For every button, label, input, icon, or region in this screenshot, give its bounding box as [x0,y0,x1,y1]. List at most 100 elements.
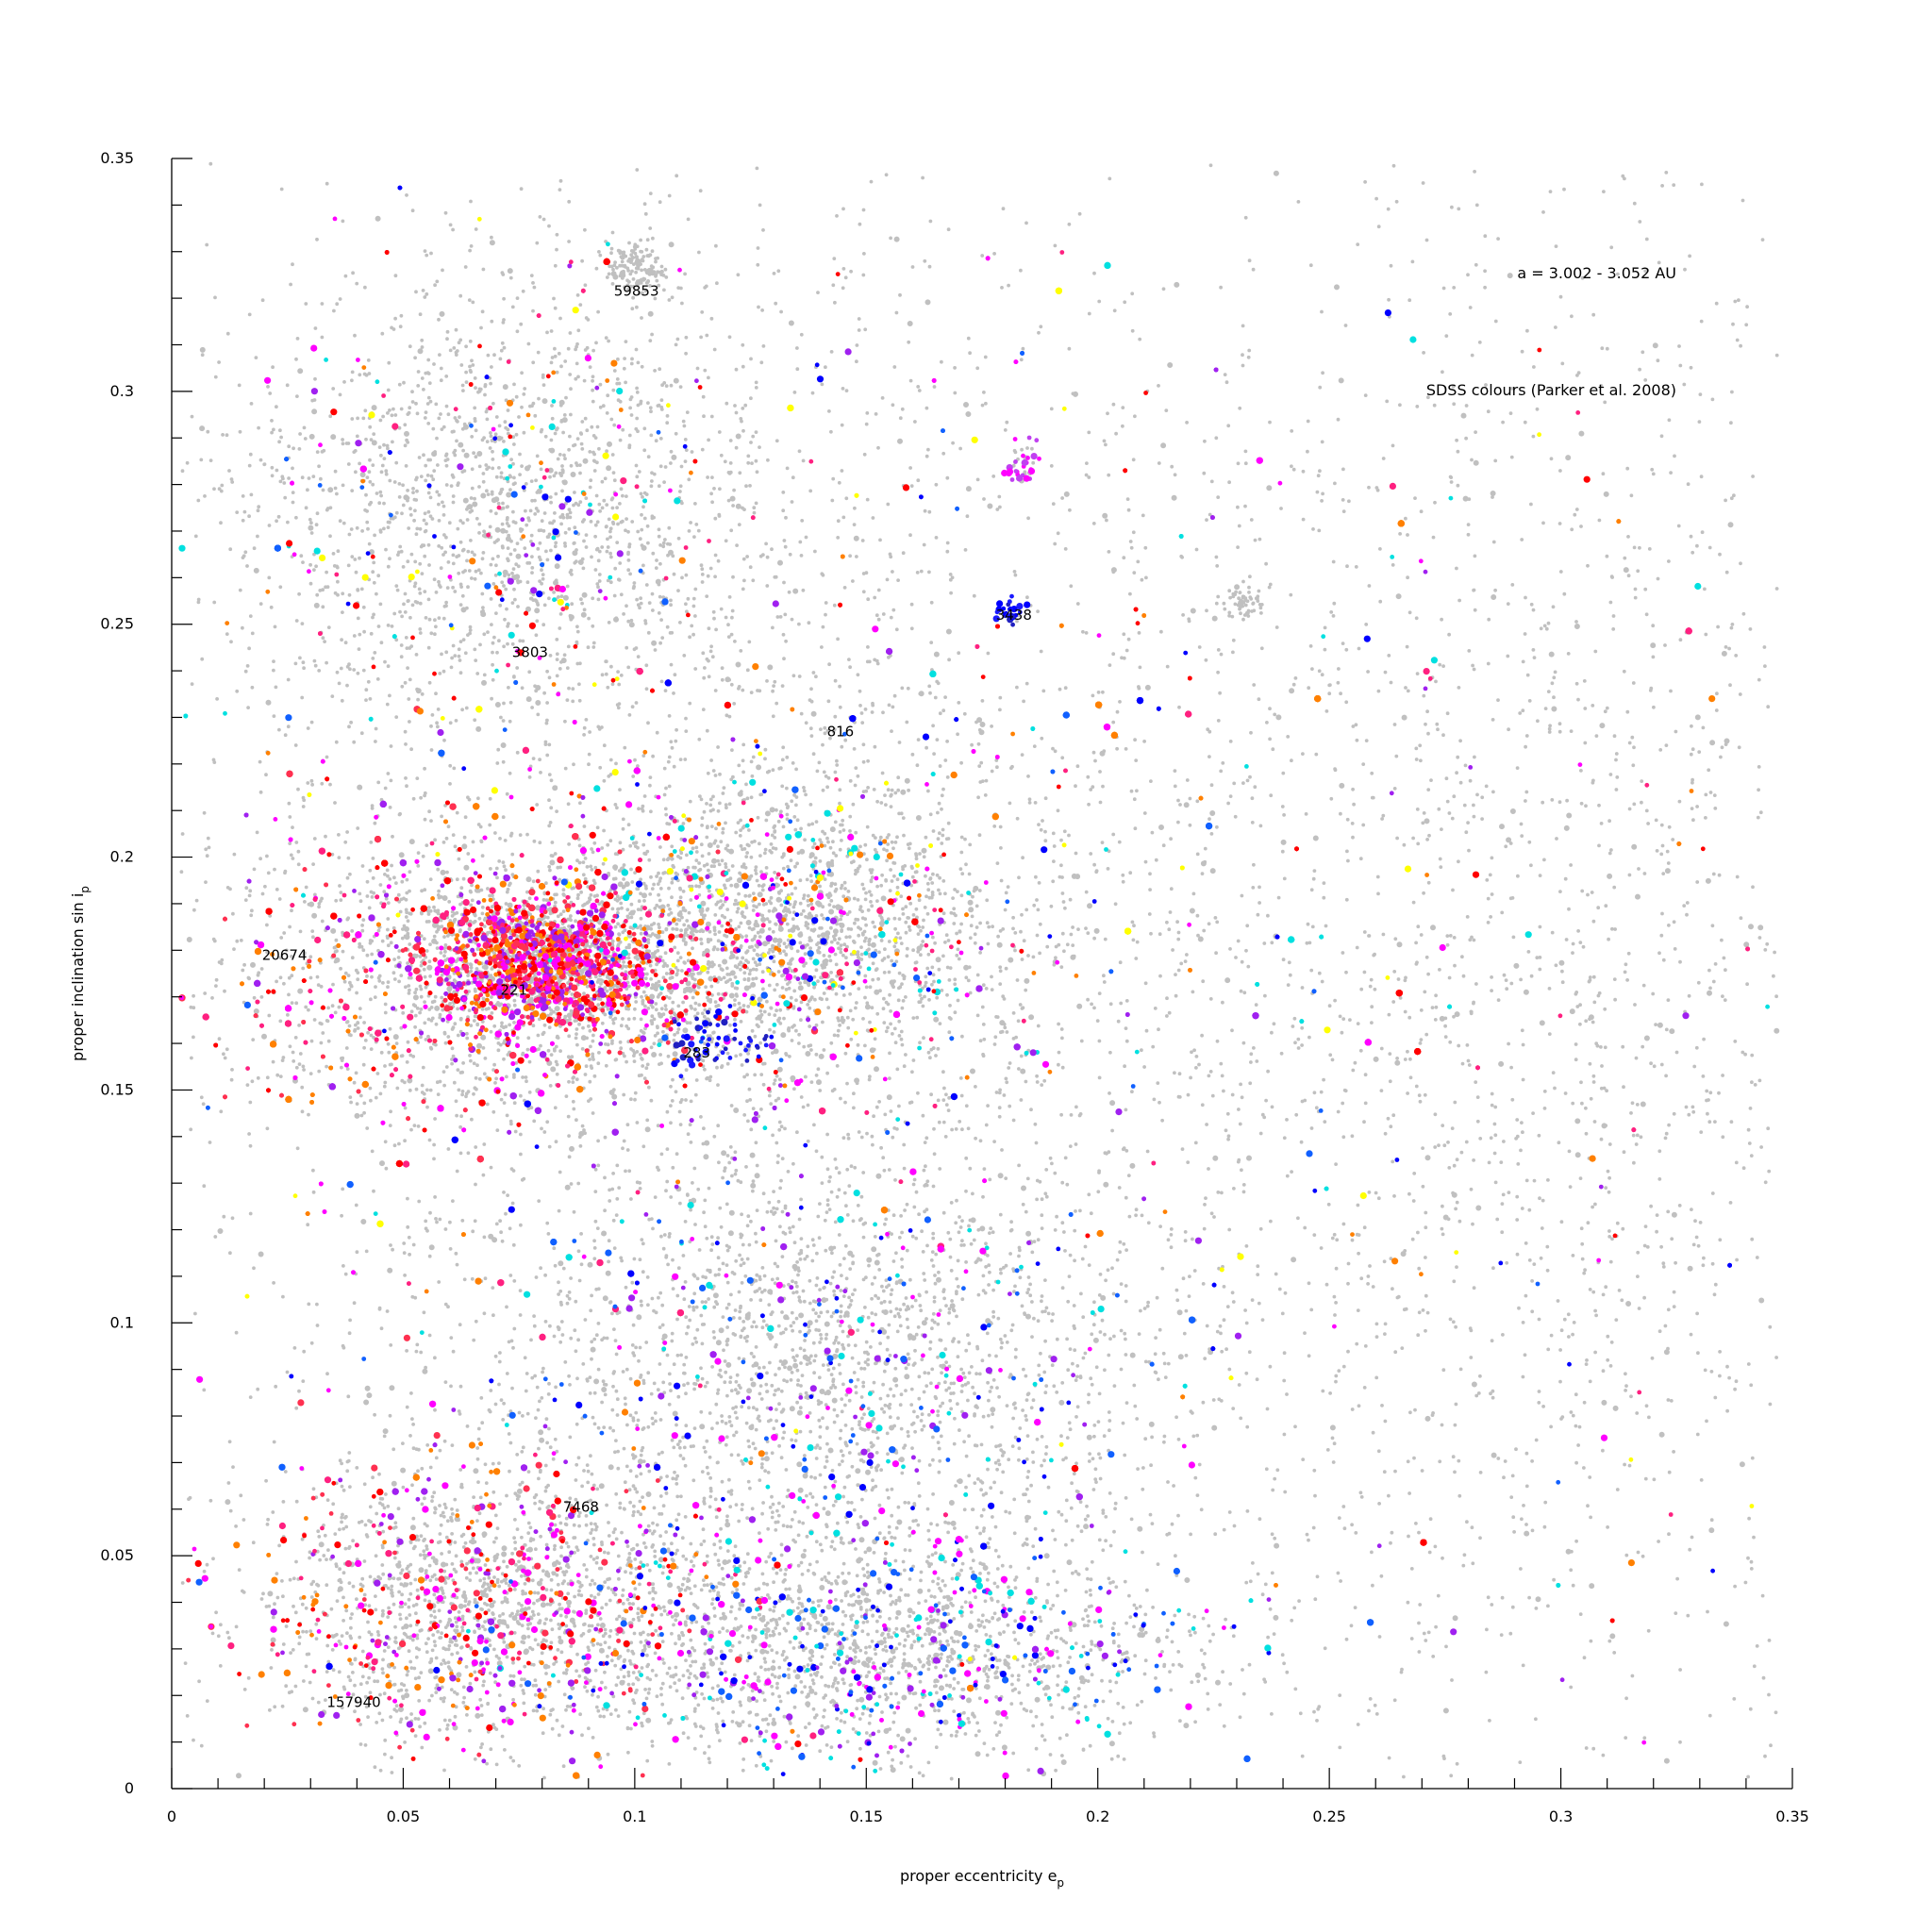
colored-point [461,1127,467,1133]
colored-point [601,873,608,881]
colored-point [668,1609,673,1615]
colored-point [606,997,611,1002]
colored-point [475,1623,481,1628]
colored-point [1274,1583,1278,1588]
colored-point [536,961,543,969]
colored-point [809,906,815,911]
colored-point [475,1277,482,1285]
colored-point [513,908,519,914]
colored-point [285,714,292,722]
colored-point [227,1642,235,1650]
colored-point [473,1590,480,1597]
colored-point [856,1055,863,1062]
colored-point [326,1683,331,1688]
colored-point [386,884,391,890]
colored-point [869,1027,874,1033]
colored-point [872,625,879,633]
colored-point [689,1118,694,1123]
colored-point [223,710,227,716]
colored-point [460,943,466,949]
colored-point [641,938,647,943]
colored-point [415,1595,421,1601]
colored-point [533,1452,538,1457]
colored-point [186,1577,192,1583]
colored-point [253,1013,258,1019]
colored-point [990,1664,995,1669]
colored-point [924,782,929,787]
colored-point [359,1032,364,1038]
colored-point [1154,1663,1159,1669]
colored-point [1255,982,1260,987]
colored-point [399,859,407,867]
colored-point [575,1609,584,1618]
colored-point [310,1495,316,1501]
colored-point [853,1030,858,1036]
colored-point [255,999,260,1005]
colored-point [454,1588,459,1592]
colored-point [1089,1524,1094,1528]
colored-point [1050,769,1056,774]
colored-point [579,908,587,916]
colored-point [966,891,971,895]
colored-point [508,908,513,912]
colored-point [653,1607,658,1611]
colored-point [601,806,607,811]
colored-point [693,874,698,880]
colored-point [577,1004,585,1011]
colored-point [637,1463,642,1469]
colored-point [677,1621,683,1626]
colored-point [390,1662,394,1667]
colored-point [1133,1612,1139,1617]
colored-point [337,918,342,923]
colored-point [466,980,471,986]
colored-point [307,964,311,969]
colored-point [732,1580,740,1588]
colored-point [476,1014,484,1022]
colored-point [309,1632,314,1638]
colored-point [641,1506,646,1510]
colored-point [702,1002,708,1008]
colored-point [767,1324,774,1332]
colored-point [822,972,829,979]
colored-point [567,953,573,958]
colored-point [627,960,633,965]
colored-point [716,822,722,826]
colored-point [956,1374,964,1382]
colored-point [639,1673,643,1677]
colored-point [328,1065,334,1071]
colored-point [391,1044,396,1050]
colored-point [588,1001,595,1008]
colored-point [601,891,606,896]
colored-point [782,967,790,974]
colored-point [786,845,794,854]
colored-point [576,793,582,799]
colored-point [617,1598,623,1604]
colored-point [513,1008,522,1016]
colored-point [599,1034,605,1039]
colored-point [474,994,478,999]
colored-point [457,1632,461,1638]
colored-point [615,1009,621,1015]
colored-point [443,1005,451,1012]
colored-point [788,933,793,939]
colored-point [686,968,691,973]
colored-point [436,976,443,984]
colored-point [501,1006,508,1013]
colored-point [444,912,449,917]
colored-point [320,1491,325,1497]
colored-point [925,987,931,992]
colored-point [930,772,936,776]
colored-point [684,1432,691,1440]
colored-point [489,987,493,991]
colored-point [375,865,380,871]
colored-point [1210,515,1215,520]
colored-point [1005,899,1010,905]
colored-point [870,1322,875,1327]
colored-point [1037,1767,1044,1774]
colored-point [699,1671,707,1678]
colored-point [558,933,565,941]
colored-point [1248,1598,1254,1604]
colored-point [291,1722,297,1727]
colored-point [892,938,898,942]
colored-point [528,889,536,896]
